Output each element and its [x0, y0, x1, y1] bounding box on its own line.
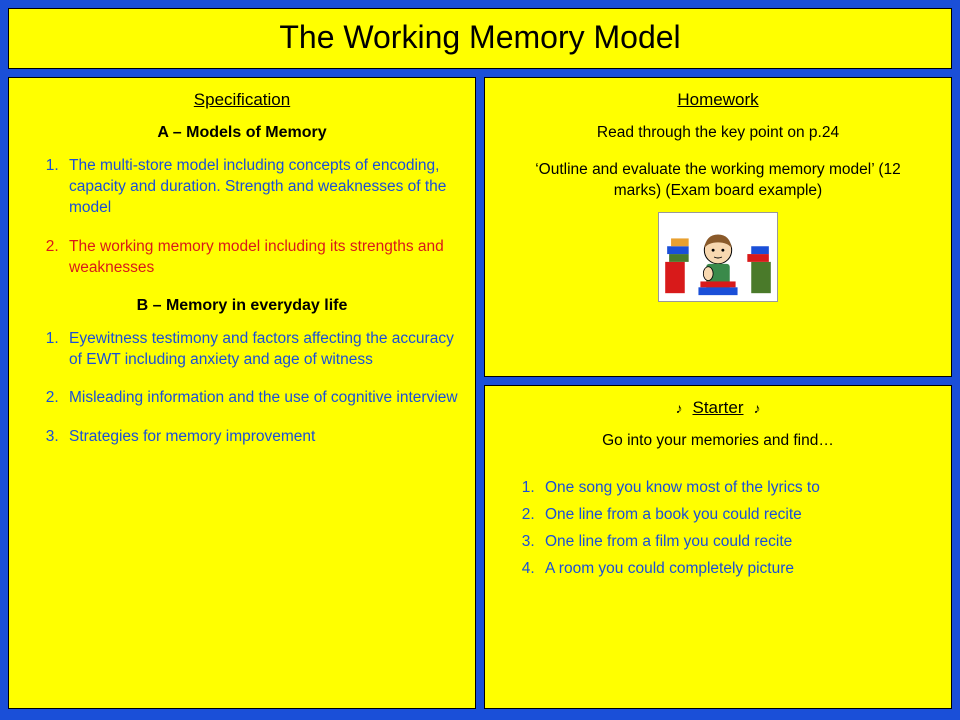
starter-intro: Go into your memories and find… — [499, 432, 937, 450]
list-item: A room you could completely picture — [539, 559, 937, 580]
list-item: One line from a book you could recite — [539, 505, 937, 526]
starter-panel: ♪ Starter ♪ Go into your memories and fi… — [484, 385, 952, 709]
music-note-icon: ♪ — [754, 400, 761, 416]
left-column: Specification A – Models of Memory The m… — [8, 77, 476, 709]
content-grid: Specification A – Models of Memory The m… — [8, 77, 952, 709]
spec-list-b: Eyewitness testimony and factors affecti… — [23, 329, 461, 449]
homework-line2: ‘Outline and evaluate the working memory… — [519, 160, 917, 202]
student-books-clipart — [658, 212, 778, 302]
homework-line1: Read through the key point on p.24 — [499, 124, 937, 142]
spec-list-a: The multi-store model including concepts… — [23, 156, 461, 279]
spec-sub-a: A – Models of Memory — [23, 124, 461, 142]
spec-sub-b: B – Memory in everyday life — [23, 297, 461, 315]
list-item: The working memory model including its s… — [63, 237, 461, 279]
music-note-icon: ♪ — [675, 400, 682, 416]
list-item: The multi-store model including concepts… — [63, 156, 461, 219]
list-item: One song you know most of the lyrics to — [539, 478, 937, 499]
list-item: Misleading information and the use of co… — [63, 388, 461, 409]
list-item: Eyewitness testimony and factors affecti… — [63, 329, 461, 371]
starter-heading-row: ♪ Starter ♪ — [499, 398, 937, 418]
specification-panel: Specification A – Models of Memory The m… — [8, 77, 476, 709]
homework-panel: Homework Read through the key point on p… — [484, 77, 952, 377]
right-column: Homework Read through the key point on p… — [484, 77, 952, 709]
page-title: The Working Memory Model — [8, 8, 952, 69]
homework-heading: Homework — [499, 90, 937, 110]
list-item: One line from a film you could recite — [539, 532, 937, 553]
starter-heading: Starter — [692, 398, 743, 418]
spec-heading: Specification — [23, 90, 461, 110]
list-item: Strategies for memory improvement — [63, 427, 461, 448]
starter-list: One song you know most of the lyrics to … — [499, 478, 937, 580]
